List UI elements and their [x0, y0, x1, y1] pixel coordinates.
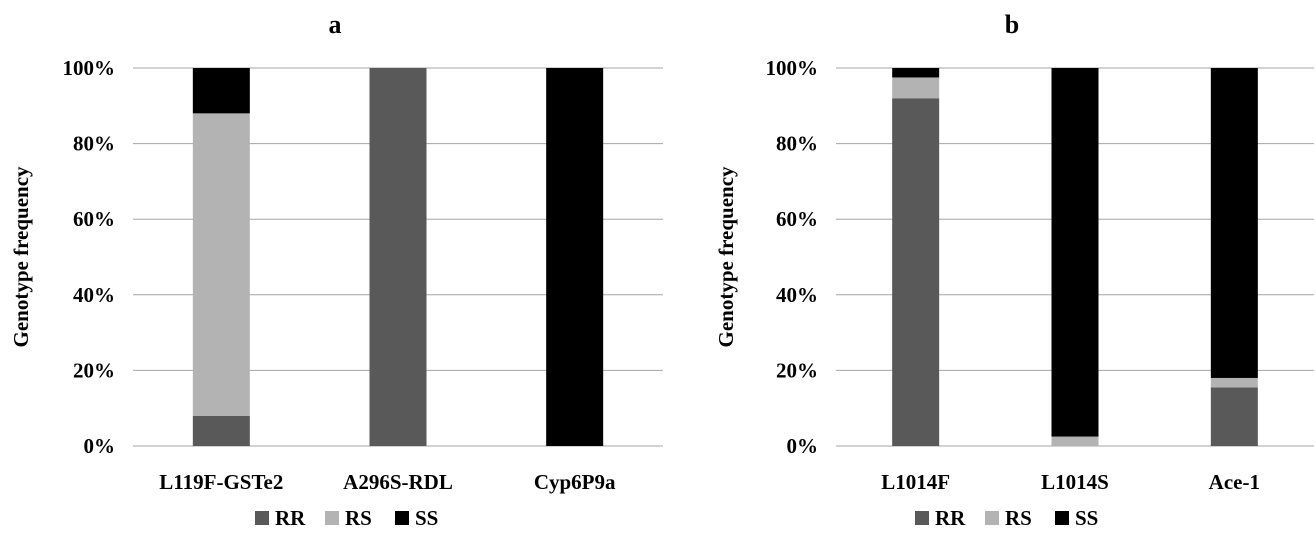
y-tick-label: 80%	[73, 132, 115, 156]
bar-segment-ss	[1210, 68, 1258, 378]
bar-segment-rs	[892, 77, 940, 99]
legend-label: RS	[1005, 506, 1032, 530]
legend-label: SS	[1075, 506, 1098, 530]
bar-segment-ss	[546, 68, 604, 446]
bar-segment-rr	[192, 415, 250, 446]
panel-a: a Genotype frequency 0% 20% 40% 60% 80% 100% L11…	[9, 10, 663, 530]
bar-segment-rs	[192, 113, 250, 416]
y-axis-label: Genotype frequency	[714, 166, 738, 348]
y-tick-label: 60%	[776, 207, 818, 231]
y-tick-label: 100%	[63, 56, 116, 80]
legend-label: RS	[345, 506, 372, 530]
bar-segment-rs	[1210, 377, 1258, 388]
x-tick-label: A296S-RDL	[343, 470, 453, 494]
y-tick-label: 80%	[776, 132, 818, 156]
y-tick-label: 60%	[73, 207, 115, 231]
legend-label: SS	[415, 506, 438, 530]
legend-label: RR	[935, 506, 966, 530]
y-tick-label: 0%	[787, 434, 819, 458]
bar-segment-rs	[1051, 436, 1099, 446]
legend-swatch-rr	[915, 511, 929, 525]
legend-swatch-ss	[395, 511, 409, 525]
x-tick-label: L119F-GSTe2	[159, 470, 283, 494]
legend-swatch-rr	[255, 511, 269, 525]
y-axis-label: Genotype frequency	[9, 166, 33, 348]
panel-b: b Genotype frequency 0% 20% 40% 60% 80% 100% L10…	[714, 10, 1314, 530]
y-tick-label: 100%	[766, 56, 819, 80]
bar-segment-rr	[369, 68, 427, 446]
chart-title: b	[1005, 10, 1019, 39]
legend-swatch-rs	[325, 511, 339, 525]
legend-swatch-ss	[1055, 511, 1069, 525]
x-tick-label: Cyp6P9a	[534, 470, 616, 494]
x-tick-label: L1014S	[1041, 470, 1109, 494]
legend-swatch-rs	[985, 511, 999, 525]
y-tick-label: 20%	[776, 358, 818, 382]
y-tick-label: 20%	[73, 358, 115, 382]
bar-segment-rr	[892, 98, 940, 447]
y-tick-label: 40%	[776, 283, 818, 307]
legend-label: RR	[275, 506, 306, 530]
bar-segment-rr	[1210, 387, 1258, 446]
y-tick-label: 40%	[73, 283, 115, 307]
x-tick-label: L1014F	[881, 470, 950, 494]
bar-segment-ss	[1051, 68, 1099, 437]
y-tick-label: 0%	[84, 434, 116, 458]
chart-title: a	[329, 10, 342, 39]
bar-segment-ss	[192, 68, 250, 114]
x-tick-label: Ace-1	[1209, 470, 1260, 494]
bar-segment-ss	[892, 68, 940, 78]
